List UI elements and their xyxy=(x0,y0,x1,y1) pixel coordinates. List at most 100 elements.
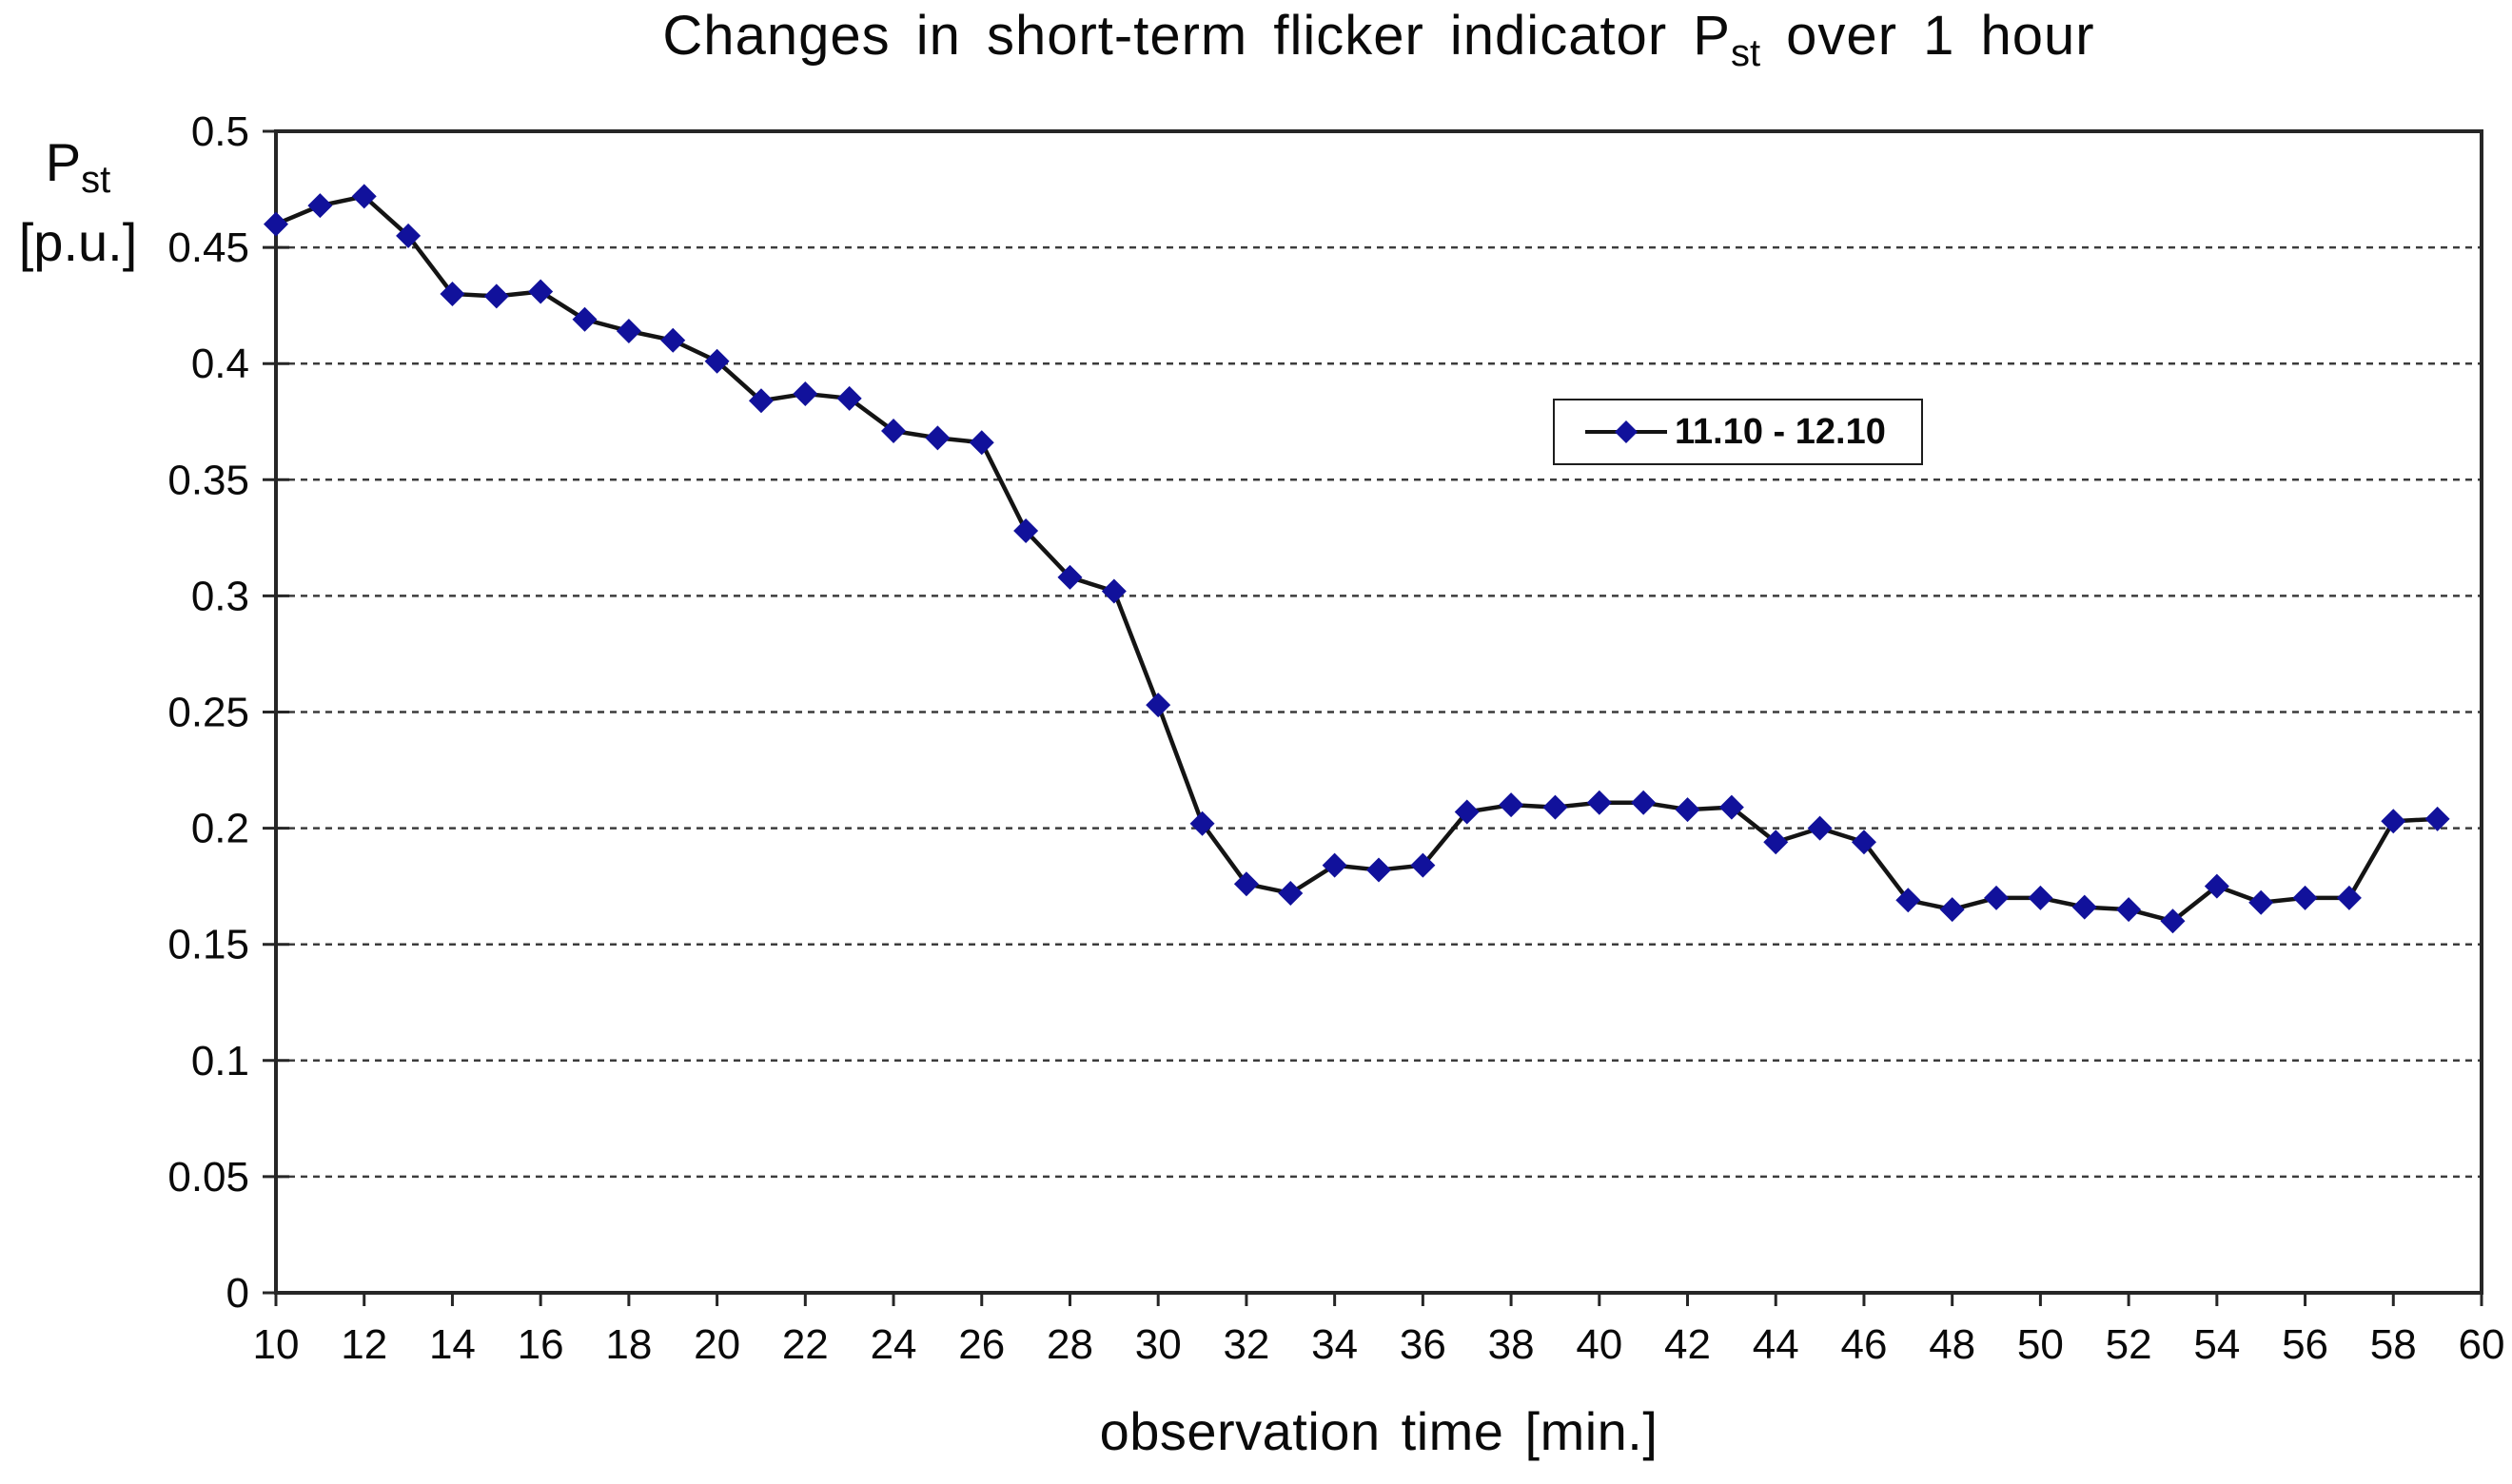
data-point-marker xyxy=(483,283,509,309)
data-point-marker xyxy=(1278,880,1304,906)
data-point-marker xyxy=(1013,518,1039,544)
x-tick-label: 50 xyxy=(2017,1321,2064,1368)
data-point-marker xyxy=(528,279,554,304)
data-point-marker xyxy=(1631,790,1657,815)
data-point-marker xyxy=(1807,815,1833,841)
x-tick-label: 24 xyxy=(871,1321,917,1368)
x-tick-label: 32 xyxy=(1223,1321,1269,1368)
data-point-marker xyxy=(1057,564,1083,590)
data-point-marker xyxy=(748,388,774,414)
series-line xyxy=(273,194,2440,924)
x-tick-label: 38 xyxy=(1488,1321,1535,1368)
data-point-marker xyxy=(969,430,994,456)
data-point-marker xyxy=(1851,830,1876,855)
chart-title-prefix: Changes in short-term flicker indicator … xyxy=(662,5,1731,67)
y-axis-symbol-main: P xyxy=(45,132,82,192)
data-point-marker xyxy=(1939,897,1965,923)
x-tick-label: 56 xyxy=(2282,1321,2328,1368)
data-point-marker xyxy=(1410,852,1436,878)
y-tick-label: 0 xyxy=(226,1270,249,1317)
data-point-marker xyxy=(1454,799,1480,825)
y-tick-label: 0.4 xyxy=(191,341,249,387)
x-tick-label: 30 xyxy=(1135,1321,1182,1368)
data-point-marker xyxy=(704,348,730,374)
data-point-marker xyxy=(2292,885,2318,910)
y-tick-label: 0.3 xyxy=(191,573,249,619)
y-axis-title: Pst [p.u.] xyxy=(2,131,154,274)
y-tick-label: 0.5 xyxy=(191,108,249,155)
legend-marker-icon xyxy=(1585,420,1667,443)
x-tick-label: 52 xyxy=(2106,1321,2152,1368)
data-point-marker xyxy=(881,419,907,444)
x-tick-label: 44 xyxy=(1753,1321,1799,1368)
y-tick-label: 0.35 xyxy=(167,457,249,503)
x-tick-label: 26 xyxy=(958,1321,1005,1368)
y-tick-label: 0.1 xyxy=(191,1038,249,1084)
data-point-marker xyxy=(2028,885,2053,910)
data-point-marker xyxy=(264,211,288,237)
x-tick-label: 60 xyxy=(2459,1321,2505,1368)
x-tick-label: 14 xyxy=(429,1321,476,1368)
data-point-marker xyxy=(396,223,422,248)
y-axis-title-unit: [p.u.] xyxy=(18,212,138,272)
y-tick-label: 0.45 xyxy=(167,225,249,271)
data-point-marker xyxy=(616,319,641,344)
data-point-marker xyxy=(307,193,333,219)
data-point-marker xyxy=(660,327,686,353)
data-point-marker xyxy=(1146,693,1171,718)
legend-box: 11.10 - 12.10 xyxy=(1553,399,1923,465)
x-tick-label: 42 xyxy=(1664,1321,1711,1368)
data-point-marker xyxy=(1984,885,2010,910)
data-point-marker xyxy=(2160,908,2186,934)
data-point-marker xyxy=(2204,873,2229,899)
chart-title-suffix: over 1 hour xyxy=(1760,5,2095,67)
legend-label: 11.10 - 12.10 xyxy=(1675,411,1886,452)
data-point-marker xyxy=(1101,578,1127,604)
data-point-marker xyxy=(2424,806,2450,831)
data-point-marker xyxy=(572,306,598,332)
x-tick-label: 16 xyxy=(518,1321,564,1368)
data-point-marker xyxy=(793,381,818,406)
x-tick-label: 28 xyxy=(1047,1321,1093,1368)
y-tick-label: 0.05 xyxy=(167,1154,249,1201)
data-point-marker xyxy=(351,184,377,209)
x-axis-title: observation time [min.] xyxy=(1099,1401,1658,1461)
data-point-marker xyxy=(1322,852,1347,878)
y-tick-label: 0.2 xyxy=(191,806,249,852)
x-tick-label: 46 xyxy=(1840,1321,1887,1368)
data-point-marker xyxy=(1366,857,1391,883)
data-point-marker xyxy=(440,281,465,306)
y-tick-label: 0.15 xyxy=(167,922,249,968)
data-point-marker xyxy=(2071,894,2097,920)
data-point-marker xyxy=(1189,810,1215,836)
x-tick-label: 40 xyxy=(1576,1321,1622,1368)
legend-diamond-icon xyxy=(1615,420,1638,443)
data-point-marker xyxy=(925,425,951,451)
x-tick-label: 22 xyxy=(782,1321,829,1368)
chart-title: Changes in short-term flicker indicator … xyxy=(276,6,2482,84)
y-tick-label: 0.25 xyxy=(167,690,249,736)
data-point-marker xyxy=(1763,830,1789,855)
data-point-marker xyxy=(1499,792,1524,818)
data-point-marker xyxy=(2116,897,2142,923)
data-point-marker xyxy=(1718,794,1744,820)
y-axis-symbol-sub: st xyxy=(81,159,111,201)
data-point-marker xyxy=(1675,797,1700,823)
x-tick-label: 54 xyxy=(2193,1321,2240,1368)
x-tick-label: 18 xyxy=(605,1321,652,1368)
data-point-marker xyxy=(2381,809,2406,834)
y-axis-title-symbol: Pst xyxy=(2,131,154,211)
data-point-marker xyxy=(2248,889,2274,915)
x-tick-label: 20 xyxy=(694,1321,740,1368)
x-tick-label: 34 xyxy=(1311,1321,1358,1368)
x-tick-label: 10 xyxy=(253,1321,300,1368)
data-point-marker xyxy=(836,385,862,411)
data-point-marker xyxy=(1542,794,1568,820)
x-tick-label: 12 xyxy=(341,1321,387,1368)
data-point-marker xyxy=(1586,790,1612,815)
data-point-marker xyxy=(1895,888,1921,913)
chart-title-subscript: st xyxy=(1730,32,1761,74)
x-tick-label: 58 xyxy=(2370,1321,2417,1368)
x-tick-label: 48 xyxy=(1929,1321,1975,1368)
